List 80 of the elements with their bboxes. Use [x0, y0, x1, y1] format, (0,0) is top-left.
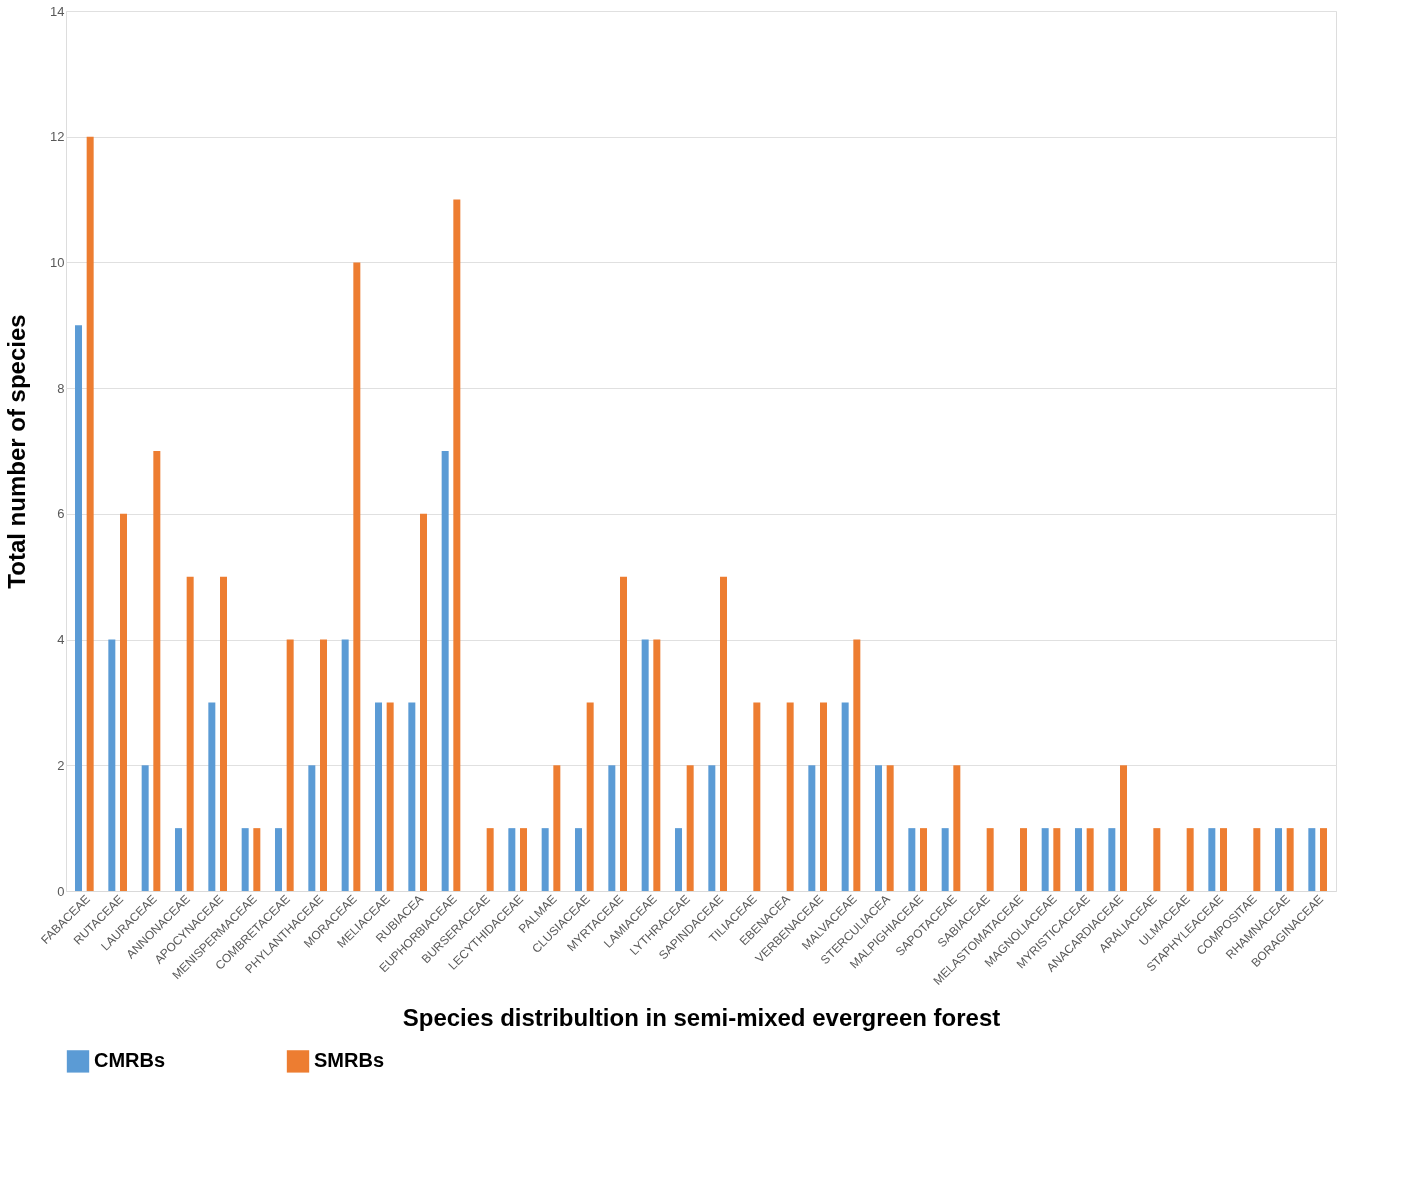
- bar: [786, 702, 794, 891]
- bar: [553, 765, 561, 891]
- bar: [508, 828, 516, 891]
- bar: [175, 828, 182, 891]
- legend-label: CMRBs: [94, 1049, 166, 1072]
- bar: [275, 828, 282, 891]
- bar: [375, 702, 382, 891]
- y-tick-label: 12: [50, 129, 65, 145]
- bar: [241, 828, 249, 891]
- bar: [575, 828, 582, 891]
- bar: [441, 451, 449, 891]
- bar: [1053, 828, 1061, 891]
- bar: [675, 828, 682, 891]
- bar: [1086, 828, 1094, 891]
- bar: [1208, 828, 1216, 891]
- y-tick-label: 14: [50, 3, 65, 19]
- bar: [708, 765, 716, 891]
- bar: [1153, 828, 1161, 891]
- x-axis-title: Species distribultion in semi-mixed evergreen forest: [402, 1004, 1001, 1032]
- bar: [820, 702, 827, 891]
- bar: [208, 702, 216, 891]
- bar: [1020, 828, 1027, 891]
- bar: [420, 513, 427, 891]
- bar: [320, 639, 327, 891]
- bar: [308, 765, 316, 891]
- bar: [1308, 828, 1316, 891]
- legend-label: SMRBs: [314, 1049, 385, 1072]
- bar: [853, 639, 861, 891]
- bar: [686, 765, 694, 891]
- bar: [586, 702, 594, 891]
- bar: [875, 765, 882, 891]
- bar: [641, 639, 649, 891]
- y-axis-title: Total number of species: [3, 314, 31, 589]
- bar: [653, 639, 661, 891]
- bar: [886, 765, 894, 891]
- bar: [520, 828, 527, 891]
- bar: [1320, 828, 1327, 891]
- y-tick-label: 0: [57, 883, 65, 899]
- bar: [841, 702, 849, 891]
- bar: [153, 451, 161, 891]
- bar: [1286, 828, 1294, 891]
- bar: [386, 702, 394, 891]
- bar: [920, 828, 927, 891]
- bar: [1075, 828, 1082, 891]
- bar: [620, 576, 627, 891]
- bar: [1041, 828, 1049, 891]
- bar: [186, 576, 194, 891]
- bar: [453, 199, 461, 891]
- bar: [986, 828, 994, 891]
- bar: [486, 828, 494, 891]
- bar: [941, 828, 949, 891]
- bar: [1120, 765, 1127, 891]
- bar: [753, 702, 761, 891]
- bar: [808, 765, 816, 891]
- bar: [1108, 828, 1116, 891]
- bar: [220, 576, 227, 891]
- bar: [408, 702, 416, 891]
- bar: [1186, 828, 1194, 891]
- bar: [253, 828, 261, 891]
- bar: [341, 639, 349, 891]
- bar: [608, 765, 616, 891]
- bar: [1275, 828, 1282, 891]
- bar: [953, 765, 961, 891]
- bar: [353, 262, 361, 891]
- bar: [108, 639, 116, 891]
- y-tick-label: 2: [57, 757, 65, 773]
- y-tick-label: 10: [50, 254, 65, 270]
- y-tick-label: 4: [57, 632, 65, 648]
- bar: [75, 325, 82, 891]
- bar: [720, 576, 727, 891]
- bar: [541, 828, 549, 891]
- y-tick-label: 8: [57, 380, 65, 396]
- bar: [86, 136, 94, 891]
- bar: [1253, 828, 1261, 891]
- bar: [1220, 828, 1227, 891]
- bar: [120, 513, 127, 891]
- bar: [141, 765, 149, 891]
- bar: [908, 828, 916, 891]
- y-tick-label: 6: [57, 506, 65, 522]
- bar: [286, 639, 294, 891]
